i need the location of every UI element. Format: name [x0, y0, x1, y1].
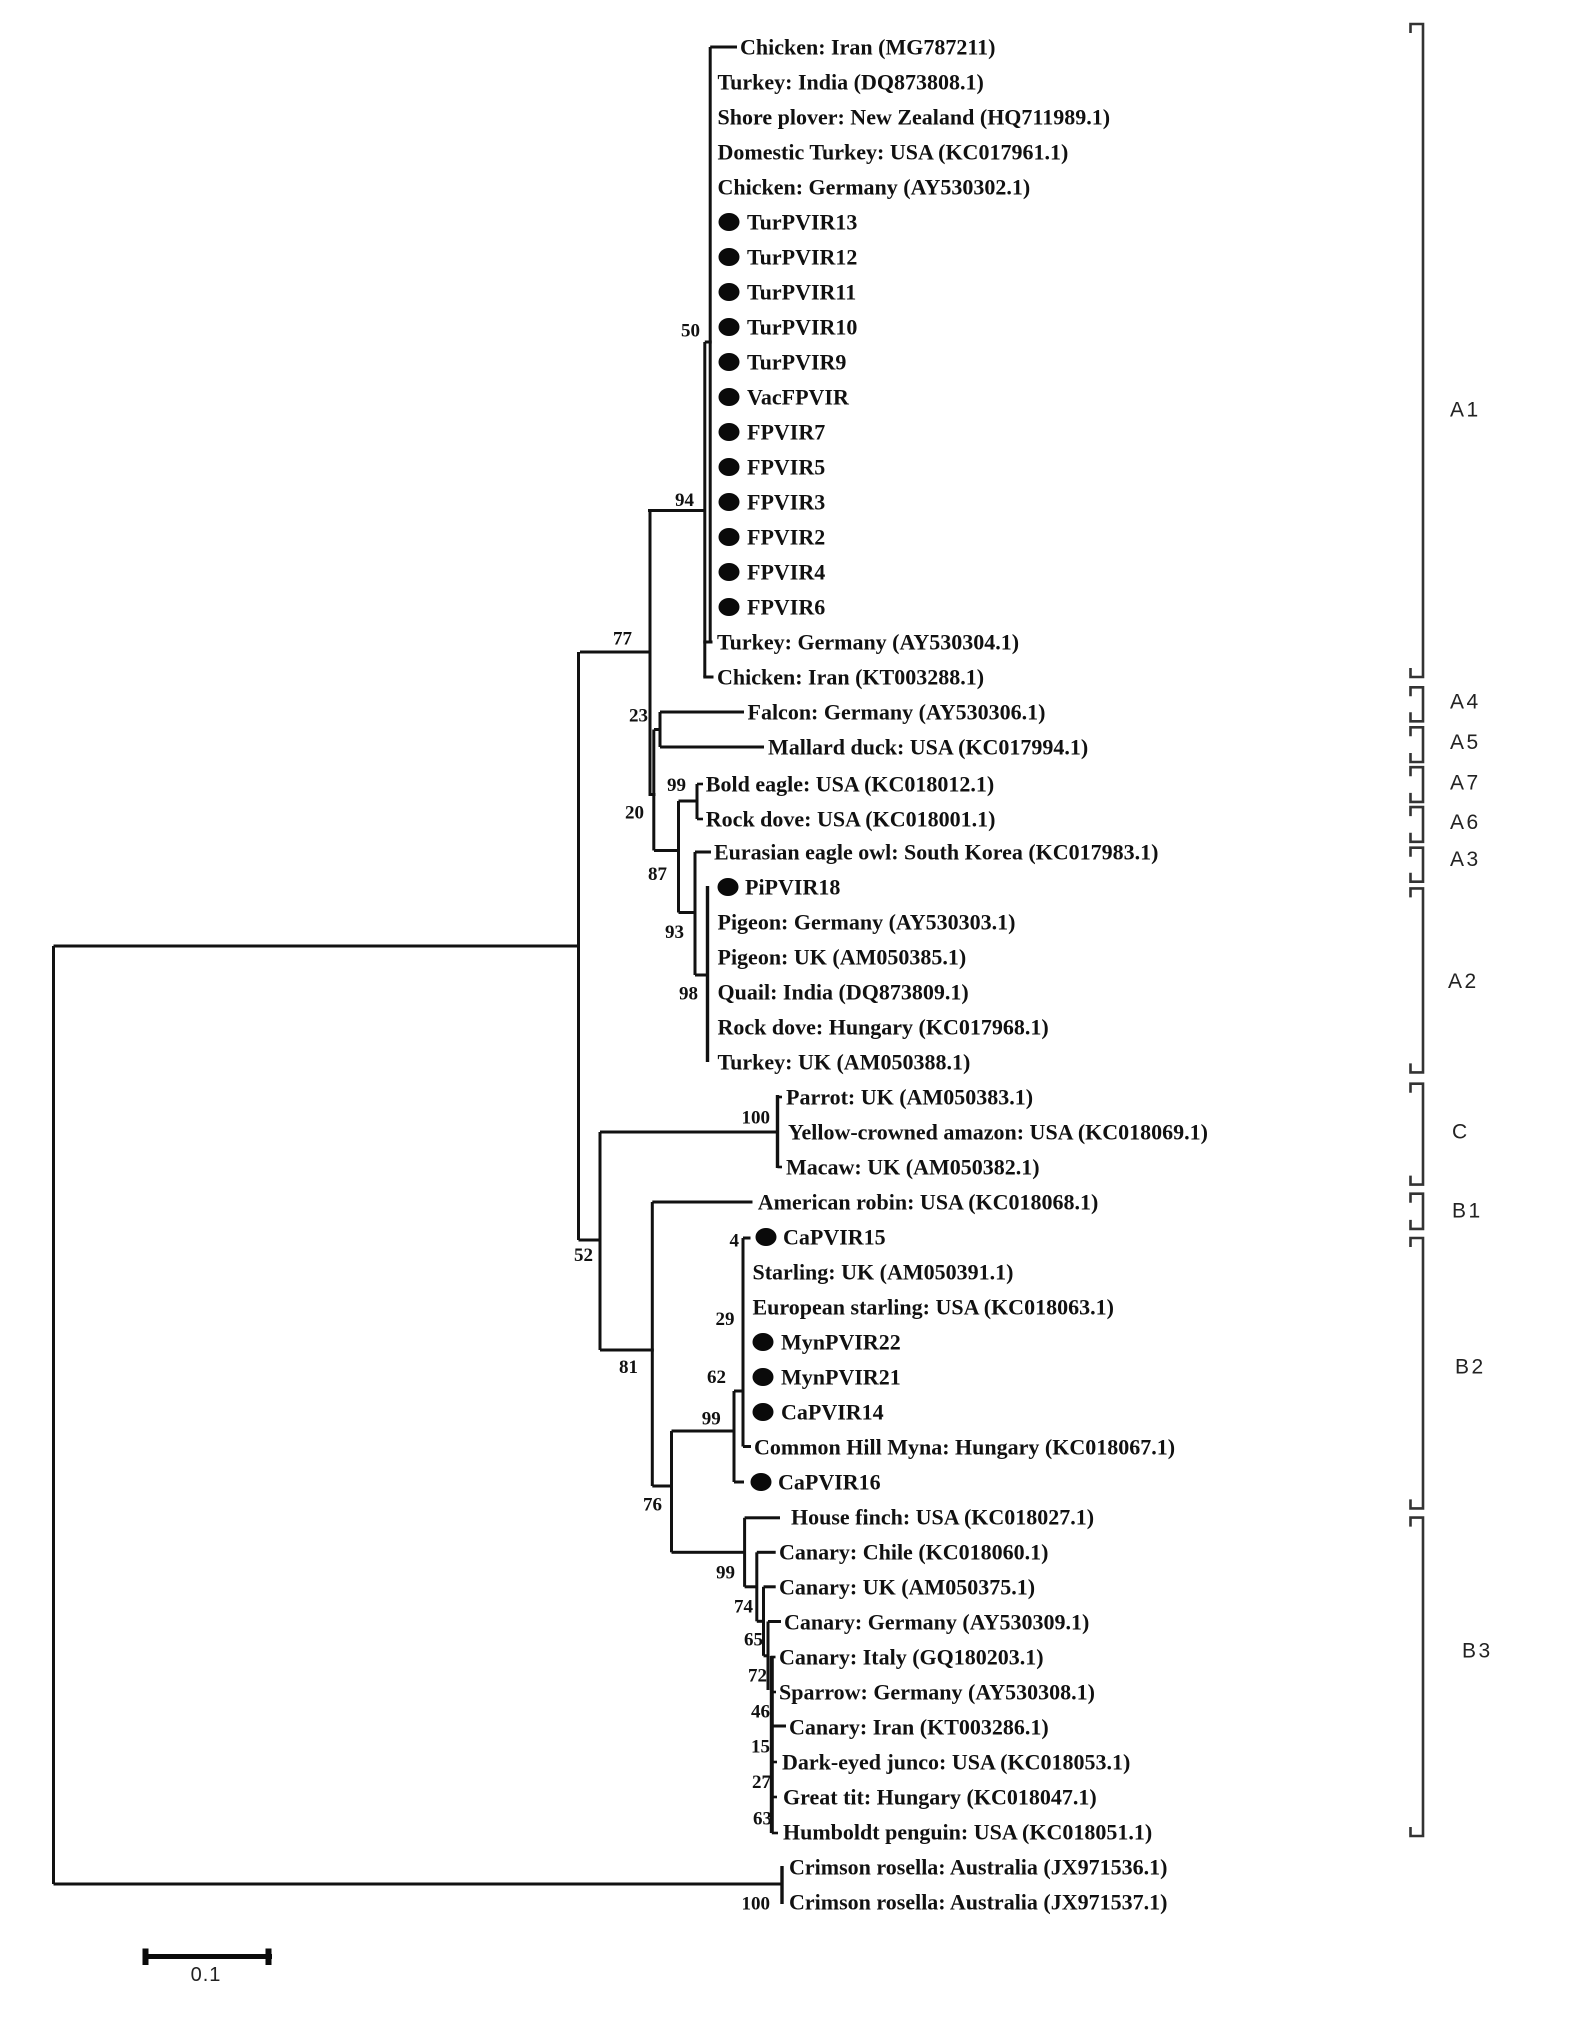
svg-text:House finch: USA (KC018027.1): House finch: USA (KC018027.1) [791, 1505, 1094, 1530]
svg-text:52: 52 [574, 1245, 593, 1266]
svg-text:Chicken: Iran (KT003288.1): Chicken: Iran (KT003288.1) [717, 665, 984, 690]
svg-text:TurPVIR13: TurPVIR13 [747, 210, 857, 235]
svg-text:Eurasian eagle owl: South Kore: Eurasian eagle owl: South Korea (KC01798… [714, 840, 1158, 865]
svg-text:MynPVIR21: MynPVIR21 [781, 1365, 901, 1390]
svg-text:MynPVIR22: MynPVIR22 [781, 1330, 901, 1355]
svg-text:B3: B3 [1462, 1640, 1493, 1663]
svg-text:Starling: UK (AM050391.1): Starling: UK (AM050391.1) [753, 1260, 1014, 1285]
svg-text:Sparrow: Germany (AY530308.1): Sparrow: Germany (AY530308.1) [779, 1680, 1095, 1705]
svg-text:72: 72 [748, 1665, 767, 1686]
svg-text:62: 62 [707, 1367, 726, 1388]
svg-text:Turkey: India (DQ873808.1): Turkey: India (DQ873808.1) [718, 70, 984, 95]
svg-text:Domestic Turkey: USA (KC017961: Domestic Turkey: USA (KC017961.1) [718, 140, 1069, 165]
svg-text:FPVIR3: FPVIR3 [747, 490, 825, 515]
svg-text:VacFPVIR: VacFPVIR [747, 385, 850, 410]
svg-text:99: 99 [702, 1408, 721, 1429]
svg-text:A1: A1 [1450, 399, 1481, 422]
svg-text:23: 23 [629, 705, 648, 726]
svg-text:Quail: India (DQ873809.1): Quail: India (DQ873809.1) [718, 980, 969, 1005]
svg-text:100: 100 [742, 1107, 771, 1128]
svg-text:93: 93 [665, 922, 684, 943]
svg-text:CaPVIR14: CaPVIR14 [781, 1400, 884, 1425]
svg-text:77: 77 [613, 628, 633, 649]
svg-text:Canary: Chile (KC018060.1): Canary: Chile (KC018060.1) [779, 1540, 1048, 1565]
svg-text:Canary: Italy (GQ180203.1): Canary: Italy (GQ180203.1) [779, 1645, 1044, 1670]
svg-text:Canary: Iran (KT003286.1): Canary: Iran (KT003286.1) [789, 1715, 1049, 1740]
svg-text:A7: A7 [1450, 772, 1481, 795]
svg-text:Yellow-crowned amazon: USA (KC: Yellow-crowned amazon: USA (KC018069.1) [788, 1120, 1208, 1145]
svg-text:76: 76 [643, 1494, 662, 1515]
svg-text:74: 74 [734, 1596, 754, 1617]
svg-text:81: 81 [619, 1357, 638, 1378]
svg-text:94: 94 [675, 490, 695, 511]
svg-text:American robin: USA (KC018068.: American robin: USA (KC018068.1) [758, 1190, 1099, 1215]
svg-text:Pigeon: UK (AM050385.1): Pigeon: UK (AM050385.1) [718, 945, 967, 970]
svg-text:FPVIR5: FPVIR5 [747, 455, 825, 480]
svg-text:TurPVIR9: TurPVIR9 [747, 350, 846, 375]
svg-text:Canary: UK (AM050375.1): Canary: UK (AM050375.1) [779, 1575, 1035, 1600]
svg-text:Falcon: Germany (AY530306.1): Falcon: Germany (AY530306.1) [748, 700, 1046, 725]
svg-text:Humboldt penguin: USA (KC01805: Humboldt penguin: USA (KC018051.1) [783, 1820, 1152, 1845]
svg-text:PiPVIR18: PiPVIR18 [745, 875, 840, 900]
svg-text:Canary: Germany (AY530309.1): Canary: Germany (AY530309.1) [784, 1610, 1089, 1635]
svg-text:A6: A6 [1450, 811, 1481, 834]
svg-text:Rock dove: USA (KC018001.1): Rock dove: USA (KC018001.1) [706, 807, 996, 832]
svg-text:Crimson rosella: Australia (JX: Crimson rosella: Australia (JX971537.1) [789, 1890, 1167, 1915]
svg-text:Bold eagle: USA (KC018012.1): Bold eagle: USA (KC018012.1) [706, 772, 994, 797]
svg-text:Turkey: Germany (AY530304.1): Turkey: Germany (AY530304.1) [717, 630, 1019, 655]
svg-text:15: 15 [751, 1736, 770, 1757]
svg-text:A2: A2 [1448, 970, 1479, 993]
svg-text:Crimson rosella: Australia (JX: Crimson rosella: Australia (JX971536.1) [789, 1855, 1167, 1880]
svg-text:A5: A5 [1450, 731, 1481, 754]
svg-text:European starling: USA (KC0180: European starling: USA (KC018063.1) [753, 1295, 1114, 1320]
svg-text:Shore plover: New Zealand (HQ7: Shore plover: New Zealand (HQ711989.1) [718, 105, 1111, 130]
svg-text:Macaw: UK (AM050382.1): Macaw: UK (AM050382.1) [786, 1155, 1040, 1180]
svg-text:20: 20 [625, 802, 644, 823]
svg-text:CaPVIR15: CaPVIR15 [783, 1225, 886, 1250]
svg-text:Turkey: UK (AM050388.1): Turkey: UK (AM050388.1) [718, 1050, 971, 1075]
svg-text:CaPVIR16: CaPVIR16 [778, 1470, 881, 1495]
svg-text:100: 100 [742, 1893, 771, 1914]
svg-text:46: 46 [751, 1701, 770, 1722]
svg-text:50: 50 [681, 320, 700, 341]
svg-text:TurPVIR10: TurPVIR10 [747, 315, 857, 340]
svg-text:FPVIR2: FPVIR2 [747, 525, 825, 550]
svg-text:A3: A3 [1450, 848, 1481, 871]
svg-text:FPVIR4: FPVIR4 [747, 560, 825, 585]
svg-text:B2: B2 [1455, 1356, 1486, 1379]
svg-text:FPVIR7: FPVIR7 [747, 420, 825, 445]
svg-text:98: 98 [679, 983, 698, 1004]
svg-text:Chicken: Germany (AY530302.1): Chicken: Germany (AY530302.1) [718, 175, 1031, 200]
svg-text:65: 65 [744, 1629, 763, 1650]
svg-text:27: 27 [752, 1772, 772, 1793]
svg-text:Dark-eyed junco: USA (KC018053: Dark-eyed junco: USA (KC018053.1) [782, 1750, 1130, 1775]
svg-text:Pigeon: Germany (AY530303.1): Pigeon: Germany (AY530303.1) [718, 910, 1016, 935]
svg-text:TurPVIR11: TurPVIR11 [747, 280, 856, 305]
svg-text:Mallard duck: USA (KC017994.1): Mallard duck: USA (KC017994.1) [768, 735, 1088, 760]
svg-text:TurPVIR12: TurPVIR12 [747, 245, 857, 270]
svg-text:87: 87 [648, 864, 668, 885]
svg-text:63: 63 [753, 1808, 772, 1829]
svg-text:4: 4 [730, 1230, 740, 1251]
svg-text:Chicken: Iran (MG787211): Chicken: Iran (MG787211) [740, 35, 995, 60]
svg-text:Common Hill Myna: Hungary (KC0: Common Hill Myna: Hungary (KC018067.1) [754, 1435, 1175, 1460]
svg-text:99: 99 [667, 775, 686, 796]
svg-text:Parrot: UK (AM050383.1): Parrot: UK (AM050383.1) [786, 1085, 1033, 1110]
svg-text:Great tit: Hungary (KC018047.1: Great tit: Hungary (KC018047.1) [783, 1785, 1097, 1810]
svg-text:FPVIR6: FPVIR6 [747, 595, 825, 620]
svg-text:B1: B1 [1452, 1200, 1483, 1223]
svg-text:Rock dove: Hungary (KC017968.1: Rock dove: Hungary (KC017968.1) [718, 1015, 1049, 1040]
svg-text:A4: A4 [1450, 691, 1481, 714]
svg-text:C: C [1452, 1121, 1470, 1144]
svg-text:29: 29 [716, 1309, 735, 1330]
svg-text:99: 99 [716, 1562, 735, 1583]
svg-text:0.1: 0.1 [191, 1964, 222, 1986]
